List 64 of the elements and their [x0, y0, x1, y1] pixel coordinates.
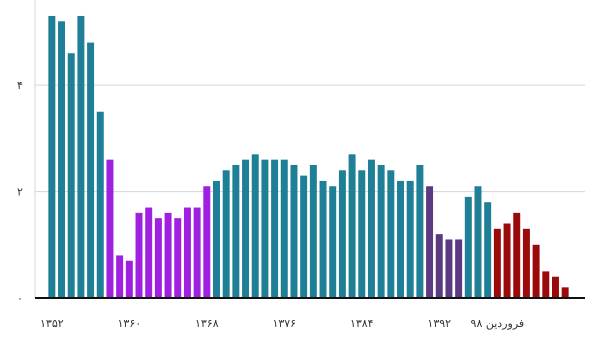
bar — [484, 202, 492, 298]
bar — [416, 164, 424, 298]
bar — [242, 160, 250, 298]
bar — [184, 208, 191, 298]
bar — [77, 16, 84, 298]
bar — [136, 212, 142, 298]
bar — [280, 160, 288, 298]
bar — [522, 228, 530, 298]
y-tick-label: ۲ — [17, 186, 24, 199]
bar — [96, 112, 104, 298]
bar — [58, 21, 66, 298]
bar — [494, 228, 501, 298]
bar — [426, 186, 434, 298]
bar — [329, 186, 336, 298]
bar — [474, 186, 482, 298]
x-tick-label: ۱۳۷۶ — [272, 317, 296, 330]
bar — [300, 176, 308, 298]
bar — [387, 170, 394, 298]
bar — [145, 208, 152, 298]
bar — [552, 276, 559, 298]
bar — [368, 160, 375, 298]
bar — [87, 42, 94, 298]
x-tick-label: ۱۳۸۴ — [350, 317, 374, 330]
bar — [126, 260, 133, 298]
bar — [338, 170, 346, 298]
bar — [310, 164, 317, 298]
bar — [68, 53, 75, 298]
bar — [232, 164, 240, 298]
x-tick-label: ۱۳۵۲ — [40, 317, 64, 330]
bar — [154, 218, 162, 298]
bar — [562, 287, 569, 298]
bar — [213, 180, 220, 298]
bar — [348, 154, 356, 298]
bar — [455, 239, 462, 298]
bar — [164, 212, 172, 298]
bar — [513, 212, 520, 298]
bar — [271, 160, 278, 298]
bar — [542, 271, 550, 298]
x-tick-label: فروردین ۹۸ — [470, 317, 524, 330]
bar — [406, 180, 414, 298]
bar — [261, 160, 268, 298]
bar — [532, 244, 540, 298]
bar — [504, 224, 511, 298]
bar — [320, 180, 327, 298]
x-tick-label: ۱۳۹۲ — [427, 317, 452, 330]
bar — [290, 164, 298, 298]
bar — [445, 239, 452, 298]
bar — [464, 196, 472, 298]
bar — [222, 170, 230, 298]
bar — [203, 186, 210, 298]
bar — [252, 154, 259, 298]
bar — [174, 218, 182, 298]
bar — [378, 164, 385, 298]
x-tick-label: ۱۳۶۸ — [194, 317, 219, 330]
bar — [48, 16, 56, 298]
bar — [358, 170, 366, 298]
bar — [194, 208, 201, 298]
bar — [436, 234, 443, 298]
x-tick-label: ۱۳۶۰ — [118, 317, 142, 330]
bar — [106, 160, 114, 298]
y-tick-label: ۴ — [17, 79, 24, 92]
bar — [397, 180, 404, 298]
bar — [116, 255, 124, 298]
y-tick-label: ۰ — [17, 292, 23, 305]
